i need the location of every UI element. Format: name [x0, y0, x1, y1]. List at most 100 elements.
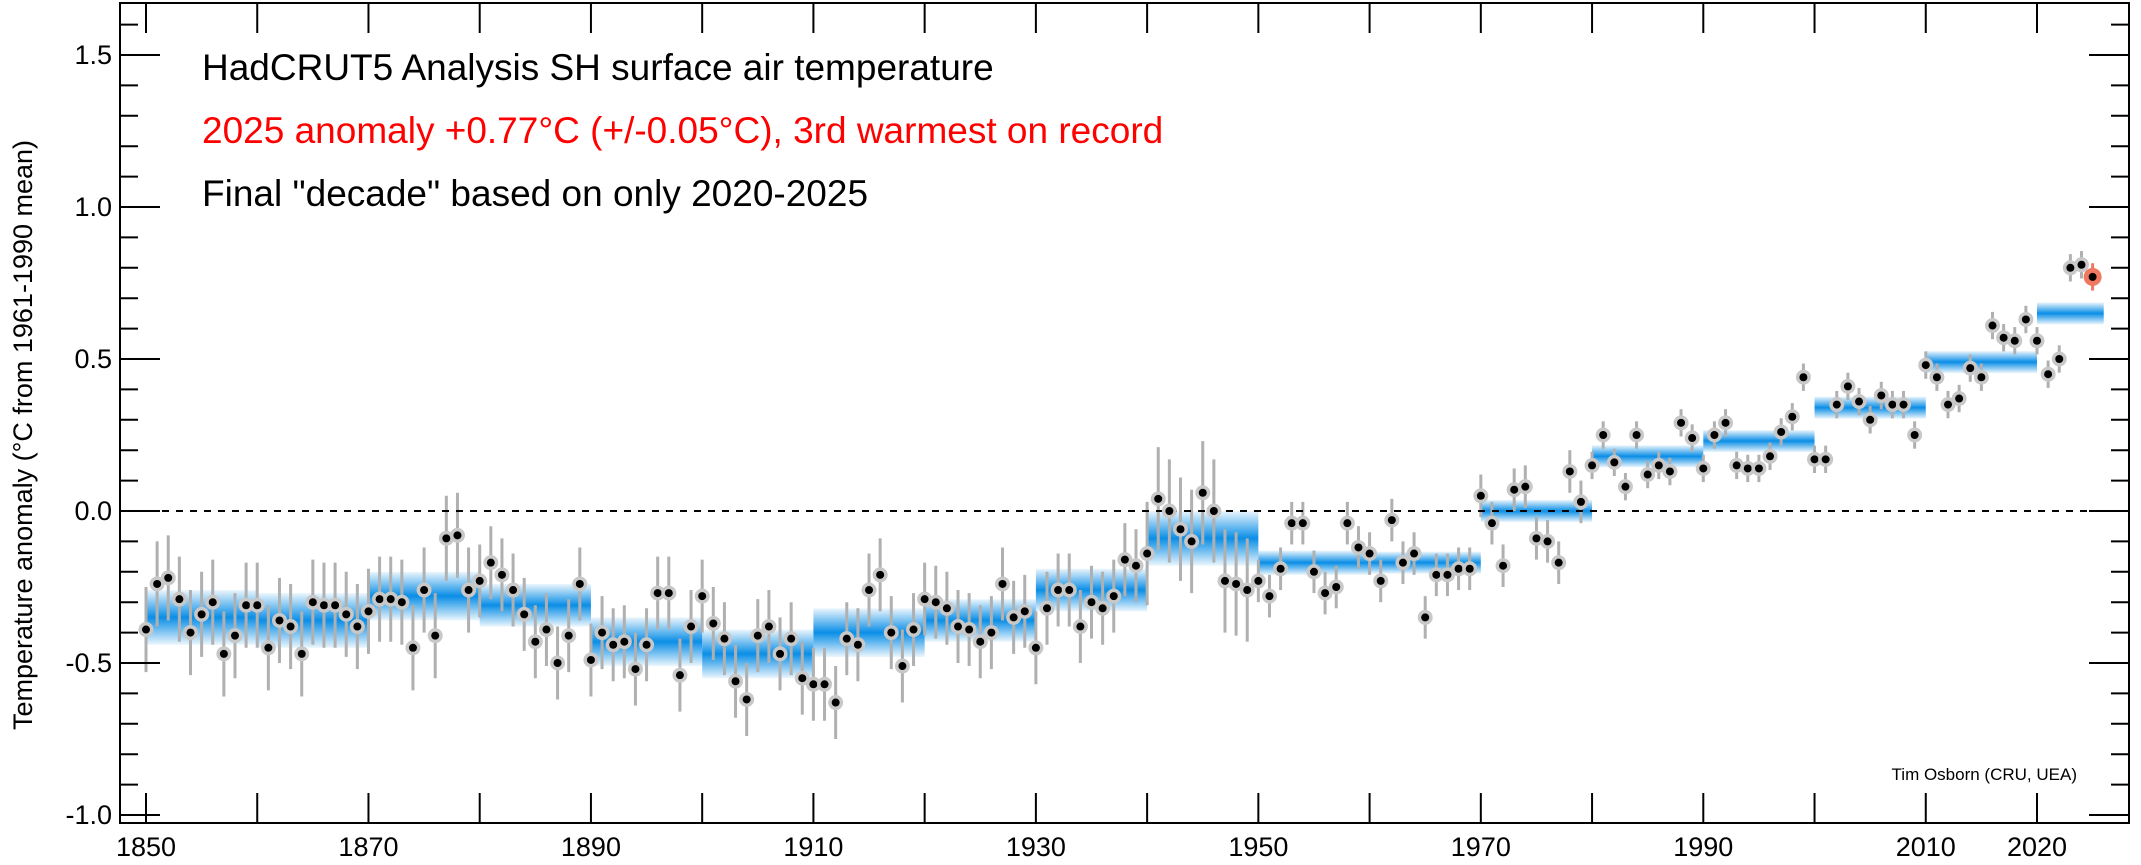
data-point	[1043, 604, 1052, 613]
data-point	[1298, 519, 1307, 528]
data-point	[175, 595, 184, 604]
data-point	[1721, 418, 1730, 427]
data-point	[820, 680, 829, 689]
data-point	[364, 607, 373, 616]
x-tick-label: 1890	[561, 832, 621, 862]
data-point	[1899, 400, 1908, 409]
data-point	[1966, 364, 1975, 373]
data-point	[2021, 315, 2030, 324]
data-point	[331, 601, 340, 610]
y-tick-label: 1.5	[74, 40, 112, 70]
decadal-band	[2037, 302, 2104, 325]
data-point	[1521, 482, 1530, 491]
data-point	[709, 619, 718, 628]
x-tick-label: 1990	[1673, 832, 1733, 862]
data-point	[1766, 452, 1775, 461]
x-tick-label: 1950	[1228, 832, 1288, 862]
data-point	[1855, 397, 1864, 406]
data-point	[664, 589, 673, 598]
data-point	[1343, 519, 1352, 528]
data-point	[931, 598, 940, 607]
data-point	[1799, 373, 1808, 382]
data-point	[1621, 482, 1630, 491]
x-tick-label: 1930	[1006, 832, 1066, 862]
data-point	[186, 628, 195, 637]
data-point	[242, 601, 251, 610]
data-point	[1120, 555, 1129, 564]
data-point	[164, 573, 173, 582]
data-point	[531, 637, 540, 646]
data-point	[698, 592, 707, 601]
x-tick-label: 1970	[1451, 832, 1511, 862]
credit-text: Tim Osborn (CRU, UEA)	[1892, 765, 2077, 784]
data-point	[442, 534, 451, 543]
data-point	[831, 698, 840, 707]
data-point	[153, 579, 162, 588]
data-point	[1576, 497, 1585, 506]
data-point	[1754, 464, 1763, 473]
data-point	[2088, 272, 2097, 281]
annual-error-bars	[144, 251, 2095, 739]
data-point	[1410, 549, 1419, 558]
data-point	[297, 649, 306, 658]
data-point	[319, 601, 328, 610]
data-point	[798, 674, 807, 683]
data-point	[1432, 570, 1441, 579]
data-point	[675, 671, 684, 680]
data-point	[2055, 355, 2064, 363]
data-point	[620, 637, 629, 646]
data-point	[230, 631, 239, 640]
data-point	[1209, 507, 1218, 515]
y-tick-label: -1.0	[65, 800, 112, 830]
data-point	[386, 595, 395, 604]
data-point	[909, 625, 918, 634]
data-point	[1699, 464, 1708, 473]
data-point	[453, 531, 462, 540]
data-point	[1743, 464, 1752, 473]
data-point	[1254, 576, 1263, 585]
data-point	[1921, 361, 1930, 370]
data-point	[1510, 485, 1519, 494]
data-point	[1031, 643, 1040, 652]
data-point	[876, 570, 885, 579]
chart-subtitle: 2025 anomaly +0.77°C (+/-0.05°C), 3rd wa…	[202, 110, 1163, 151]
data-point	[1732, 461, 1741, 470]
data-point	[1421, 613, 1430, 622]
data-point	[464, 586, 473, 595]
data-point	[275, 616, 284, 625]
data-point	[853, 640, 862, 649]
data-point	[776, 649, 785, 658]
data-point	[1710, 431, 1719, 439]
data-point	[1321, 589, 1330, 598]
data-point	[965, 625, 974, 634]
chart-note: Final "decade" based on only 2020-2025	[202, 173, 868, 214]
data-point	[1243, 586, 1252, 595]
chart-title: HadCRUT5 Analysis SH surface air tempera…	[202, 47, 994, 88]
data-point	[342, 610, 351, 619]
data-point	[1599, 431, 1608, 439]
data-point	[586, 655, 595, 664]
data-point	[898, 662, 907, 671]
data-point	[1532, 534, 1541, 543]
data-point	[1232, 579, 1241, 588]
decadal-bands	[146, 302, 2104, 679]
data-point	[1276, 564, 1285, 573]
data-point	[598, 628, 607, 637]
data-point	[609, 640, 618, 649]
data-point	[642, 640, 651, 649]
annual-points	[138, 257, 2102, 711]
data-point	[1165, 507, 1174, 515]
axes: -1.0 -0.5 0.0 0.5 1.0 1.5 1850 1870 1890 1910 1930…	[65, 2, 2130, 862]
data-point	[1643, 470, 1652, 479]
data-point	[1143, 549, 1152, 558]
data-point	[286, 622, 295, 631]
data-point	[1065, 586, 1074, 595]
data-point	[1688, 434, 1697, 443]
data-point	[1866, 415, 1875, 424]
data-point	[1187, 537, 1196, 546]
data-point	[1999, 333, 2008, 342]
data-point	[2010, 336, 2019, 345]
data-point	[1009, 613, 1018, 622]
data-point	[375, 595, 384, 604]
data-point	[2044, 370, 2053, 379]
